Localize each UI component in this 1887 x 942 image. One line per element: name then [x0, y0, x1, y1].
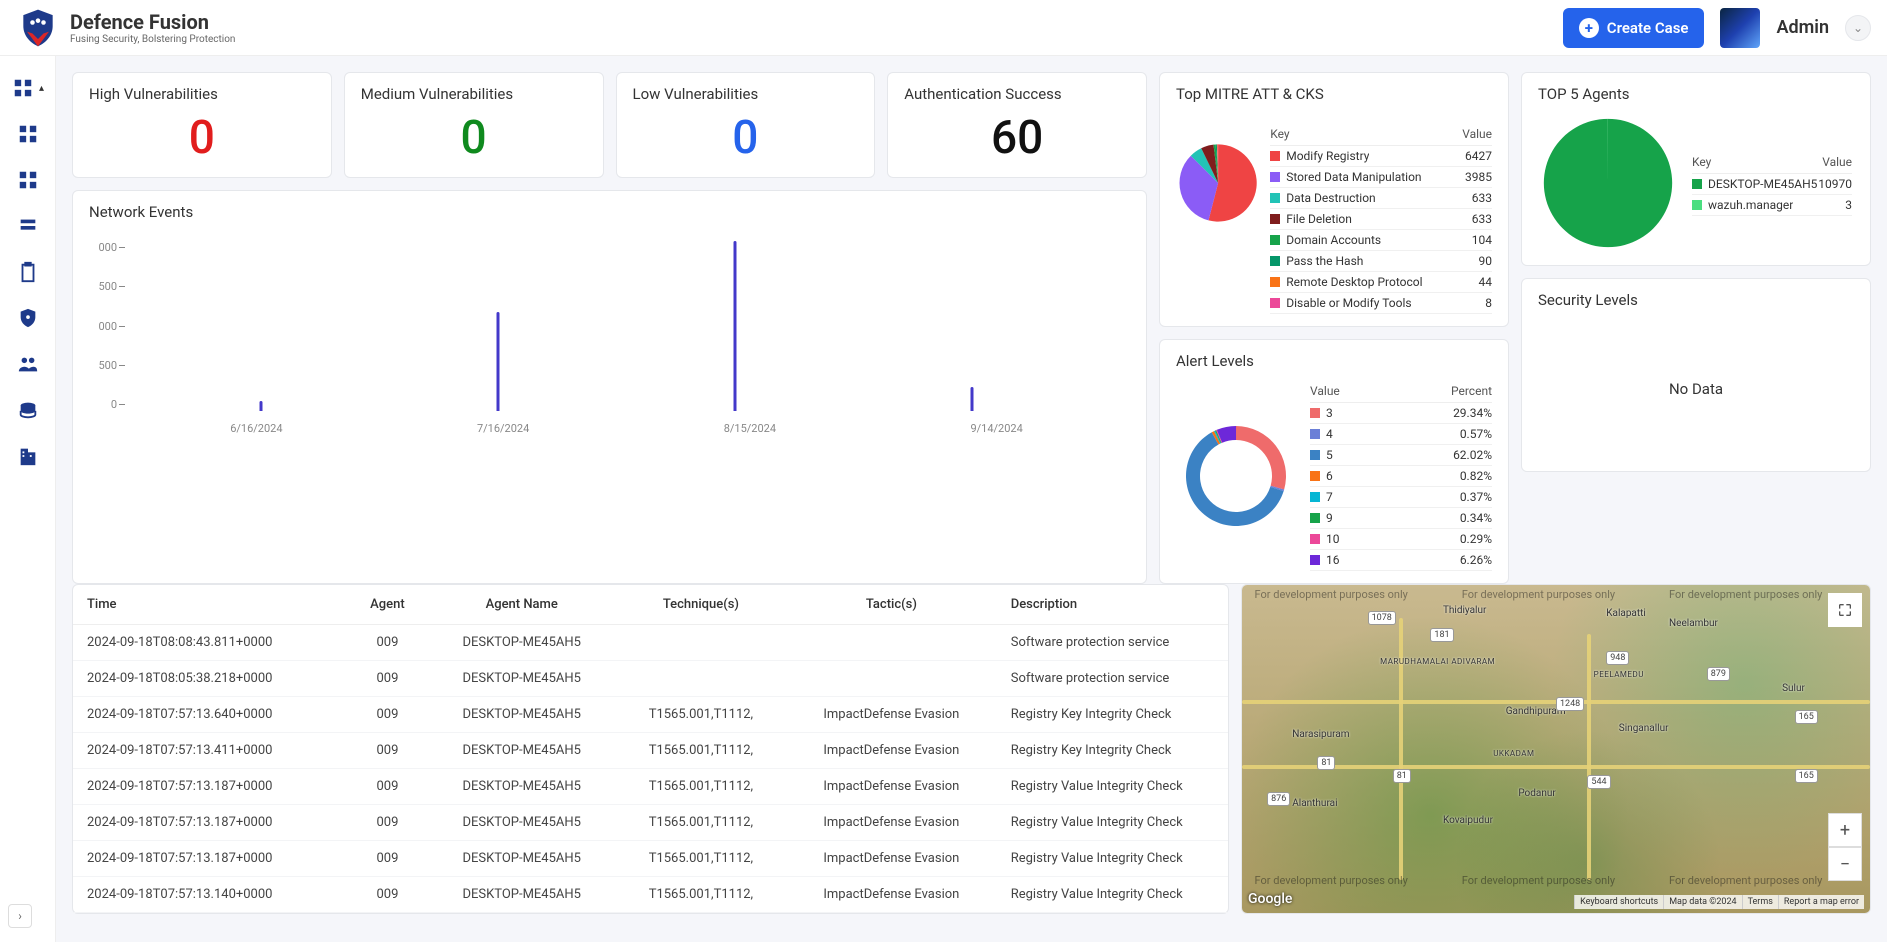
- create-case-label: Create Case: [1607, 19, 1689, 37]
- stat-auth-success: Authentication Success 60: [887, 72, 1147, 178]
- card-title: Top MITRE ATT & CKS: [1176, 85, 1492, 103]
- table-row[interactable]: 2024-09-18T07:57:13.640+0000009DESKTOP-M…: [73, 697, 1228, 733]
- dashboard-icon[interactable]: [11, 76, 35, 100]
- zoom-out-button[interactable]: −: [1828, 847, 1862, 881]
- legend-row: 90.34%: [1310, 508, 1492, 529]
- map-footer-link[interactable]: Keyboard shortcuts: [1574, 895, 1663, 909]
- legend-row: 166.26%: [1310, 550, 1492, 571]
- agents-pie-chart: [1538, 113, 1678, 253]
- logo-icon: [16, 6, 60, 50]
- legend-row: 60.82%: [1310, 466, 1492, 487]
- create-case-button[interactable]: + Create Case: [1563, 8, 1705, 48]
- caret-up-icon: ▴: [39, 83, 44, 94]
- legend-row: 70.37%: [1310, 487, 1492, 508]
- alert-levels-card: Alert Levels ValuePercent329.34%40.57%56…: [1159, 339, 1509, 584]
- user-menu-chevron-icon[interactable]: ⌄: [1845, 15, 1871, 41]
- legend-row: Stored Data Manipulation3985: [1270, 167, 1492, 188]
- mitre-card: Top MITRE ATT & CKS KeyValueModify Regis…: [1159, 72, 1509, 327]
- mitre-legend: KeyValueModify Registry6427Stored Data M…: [1270, 123, 1492, 314]
- card-title: Security Levels: [1538, 291, 1854, 309]
- sidebar: ▴ ›: [0, 56, 56, 942]
- legend-row: Modify Registry6427: [1270, 146, 1492, 167]
- logo-area: Defence Fusion Fusing Security, Bolsteri…: [16, 6, 235, 50]
- server-icon[interactable]: [16, 398, 40, 422]
- table-row[interactable]: 2024-09-18T07:57:13.187+0000009DESKTOP-M…: [73, 769, 1228, 805]
- table-header: Agent Name: [428, 585, 616, 625]
- legend-row: DESKTOP-ME45AH510970: [1692, 174, 1852, 195]
- table-row[interactable]: 2024-09-18T07:57:13.187+0000009DESKTOP-M…: [73, 841, 1228, 877]
- card-title: TOP 5 Agents: [1538, 85, 1854, 103]
- expand-sidebar-icon[interactable]: ›: [8, 904, 32, 928]
- stat-label: Medium Vulnerabilities: [361, 85, 587, 103]
- table-header: Time: [73, 585, 347, 625]
- stat-high-vuln: High Vulnerabilities 0: [72, 72, 332, 178]
- network-events-card: Network Events 0005000005000 6/16/20247/…: [72, 190, 1147, 584]
- legend-row: 329.34%: [1310, 403, 1492, 424]
- list-icon[interactable]: [16, 214, 40, 238]
- plus-icon: +: [1579, 18, 1599, 38]
- legend-row: Pass the Hash90: [1270, 251, 1492, 272]
- zoom-in-button[interactable]: +: [1828, 813, 1862, 847]
- topbar: Defence Fusion Fusing Security, Bolsteri…: [0, 0, 1887, 56]
- legend-row: Data Destruction633: [1270, 188, 1492, 209]
- table-header: Tactic(s): [786, 585, 997, 625]
- alert-donut-chart: [1176, 416, 1296, 536]
- map-footer-link[interactable]: Map data ©2024: [1663, 895, 1741, 909]
- no-data-text: No Data: [1538, 319, 1854, 459]
- table-header: Description: [997, 585, 1228, 625]
- shield-icon[interactable]: [16, 306, 40, 330]
- map-footer-link[interactable]: Report a map error: [1778, 895, 1864, 909]
- users-icon[interactable]: [16, 352, 40, 376]
- events-table: TimeAgentAgent NameTechnique(s)Tactic(s)…: [73, 585, 1228, 913]
- user-name: Admin: [1776, 17, 1829, 38]
- table-header: Agent: [347, 585, 427, 625]
- main-content: High Vulnerabilities 0 Medium Vulnerabil…: [56, 56, 1887, 942]
- security-levels-card: Security Levels No Data: [1521, 278, 1871, 472]
- stat-label: Low Vulnerabilities: [633, 85, 859, 103]
- legend-row: File Deletion633: [1270, 209, 1492, 230]
- table-row[interactable]: 2024-09-18T08:05:38.218+0000009DESKTOP-M…: [73, 661, 1228, 697]
- brand-subtitle: Fusing Security, Bolstering Protection: [70, 34, 235, 45]
- fullscreen-icon[interactable]: [1828, 593, 1862, 627]
- card-title: Network Events: [89, 203, 1130, 221]
- map-footer-link[interactable]: Terms: [1742, 895, 1778, 909]
- legend-row: 562.02%: [1310, 445, 1492, 466]
- brand-title: Defence Fusion: [70, 10, 235, 34]
- stat-med-vuln: Medium Vulnerabilities 0: [344, 72, 604, 178]
- agents-legend: KeyValueDESKTOP-ME45AH510970wazuh.manage…: [1692, 151, 1852, 216]
- legend-row: 100.29%: [1310, 529, 1492, 550]
- stat-value: 0: [361, 111, 587, 165]
- grid-icon[interactable]: [16, 122, 40, 146]
- building-icon[interactable]: [16, 444, 40, 468]
- alert-legend: ValuePercent329.34%40.57%562.02%60.82%70…: [1310, 380, 1492, 571]
- legend-row: wazuh.manager3: [1692, 195, 1852, 216]
- card-title: Alert Levels: [1176, 352, 1492, 370]
- stat-value: 60: [904, 111, 1130, 165]
- clipboard-icon[interactable]: [16, 260, 40, 284]
- legend-row: Domain Accounts104: [1270, 230, 1492, 251]
- grid2-icon[interactable]: [16, 168, 40, 192]
- legend-row: Remote Desktop Protocol44: [1270, 272, 1492, 293]
- network-chart: 0005000005000 6/16/20247/16/20248/15/202…: [89, 231, 1130, 441]
- table-row[interactable]: 2024-09-18T07:57:13.411+0000009DESKTOP-M…: [73, 733, 1228, 769]
- table-row[interactable]: 2024-09-18T07:57:13.140+0000009DESKTOP-M…: [73, 877, 1228, 913]
- legend-row: 40.57%: [1310, 424, 1492, 445]
- stat-label: Authentication Success: [904, 85, 1130, 103]
- table-row[interactable]: 2024-09-18T07:57:13.187+0000009DESKTOP-M…: [73, 805, 1228, 841]
- stat-low-vuln: Low Vulnerabilities 0: [616, 72, 876, 178]
- stat-label: High Vulnerabilities: [89, 85, 315, 103]
- stat-value: 0: [633, 111, 859, 165]
- google-logo: Google: [1248, 891, 1292, 907]
- table-header: Technique(s): [616, 585, 786, 625]
- table-row[interactable]: 2024-09-18T08:08:43.811+0000009DESKTOP-M…: [73, 625, 1228, 661]
- map-card[interactable]: + − Google Keyboard shortcutsMap data ©2…: [1241, 584, 1871, 914]
- events-table-card: TimeAgentAgent NameTechnique(s)Tactic(s)…: [72, 584, 1229, 914]
- avatar[interactable]: [1720, 8, 1760, 48]
- legend-row: Disable or Modify Tools8: [1270, 293, 1492, 314]
- agents-card: TOP 5 Agents KeyValueDESKTOP-ME45AH51097…: [1521, 72, 1871, 266]
- mitre-pie-chart: [1176, 123, 1260, 243]
- stat-value: 0: [89, 111, 315, 165]
